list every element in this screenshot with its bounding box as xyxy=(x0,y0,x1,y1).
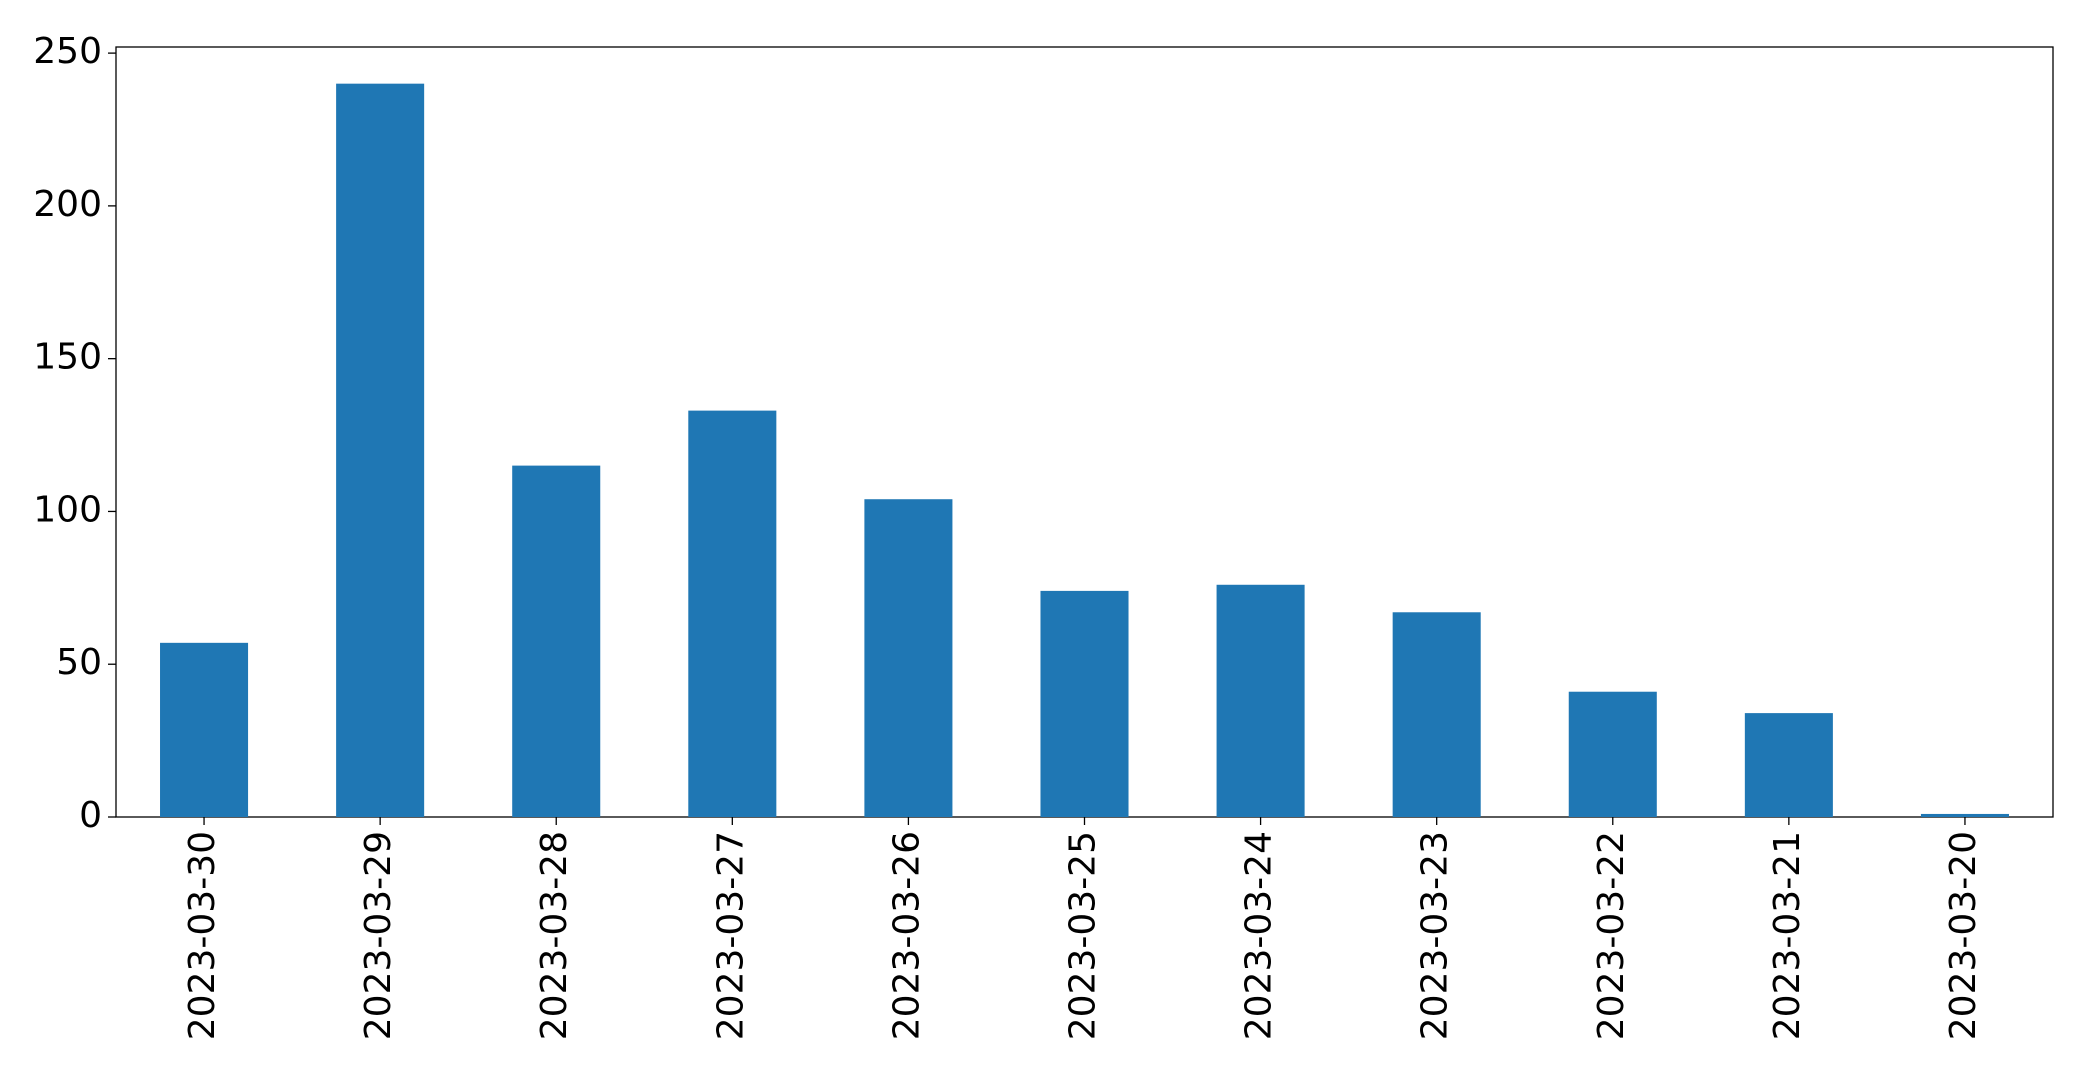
x-tick-label: 2023-03-20 xyxy=(1943,831,1984,1040)
x-tick-label: 2023-03-30 xyxy=(182,831,223,1040)
x-tick-label: 2023-03-29 xyxy=(358,831,399,1040)
bar xyxy=(1568,691,1657,817)
bar xyxy=(1392,612,1481,817)
x-tick-label: 2023-03-26 xyxy=(886,831,927,1040)
bar xyxy=(1040,590,1129,817)
y-tick-label: 50 xyxy=(56,642,102,683)
y-tick-label: 0 xyxy=(79,795,102,836)
x-tick-label: 2023-03-27 xyxy=(710,831,751,1040)
bar xyxy=(336,83,425,817)
y-tick-label: 250 xyxy=(33,31,102,72)
bar xyxy=(688,410,777,817)
bar xyxy=(1744,713,1833,817)
bar xyxy=(160,642,249,817)
bar xyxy=(1920,813,2009,817)
y-tick-label: 200 xyxy=(33,184,102,225)
bar xyxy=(1216,584,1305,817)
bar xyxy=(864,499,953,817)
bar xyxy=(512,465,601,817)
x-tick-label: 2023-03-22 xyxy=(1591,831,1632,1040)
y-tick-label: 100 xyxy=(33,489,102,530)
y-tick-label: 150 xyxy=(33,337,102,378)
x-tick-label: 2023-03-25 xyxy=(1063,831,1104,1040)
x-tick-label: 2023-03-23 xyxy=(1415,831,1456,1040)
x-tick-label: 2023-03-28 xyxy=(534,831,575,1040)
x-tick-label: 2023-03-24 xyxy=(1239,831,1280,1040)
x-tick-label: 2023-03-21 xyxy=(1767,831,1808,1040)
